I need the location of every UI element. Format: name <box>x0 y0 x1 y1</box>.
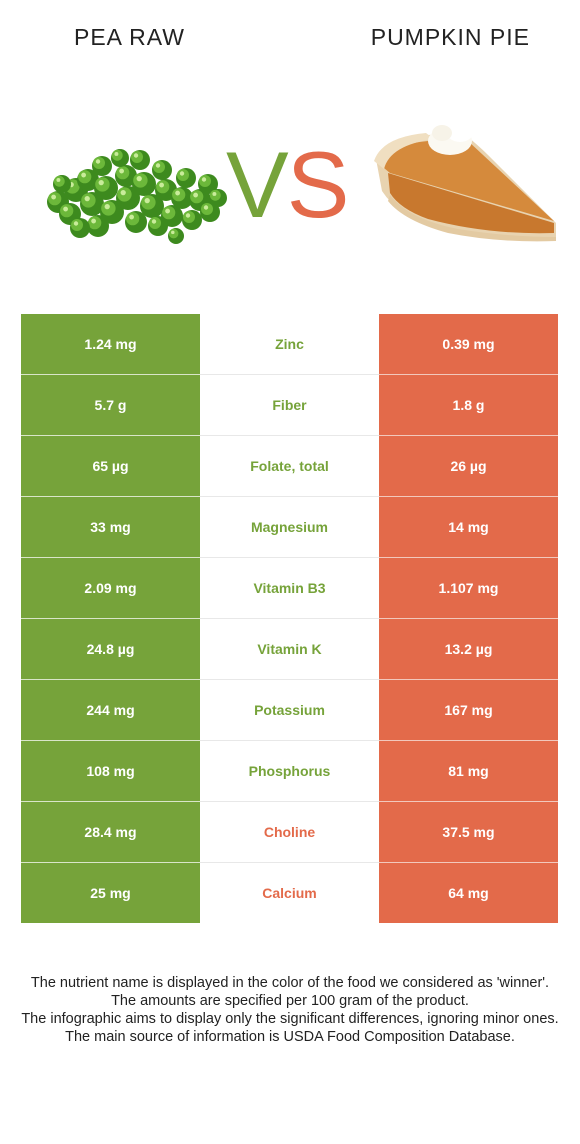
left-food-value: 33 mg <box>21 496 200 558</box>
table-row: 5.7 g Fiber 1.8 g <box>21 374 558 436</box>
right-food-value: 167 mg <box>379 679 558 741</box>
right-food-value: 26 µg <box>379 435 558 497</box>
nutrient-name: Potassium <box>200 679 379 741</box>
left-food-value: 65 µg <box>21 435 200 497</box>
peas-image <box>47 149 227 244</box>
left-food-value: 108 mg <box>21 740 200 802</box>
left-food-value: 1.24 mg <box>21 314 200 375</box>
right-food-value: 1.107 mg <box>379 557 558 619</box>
right-food-value: 64 mg <box>379 862 558 923</box>
left-food-value: 244 mg <box>21 679 200 741</box>
right-food-value: 81 mg <box>379 740 558 802</box>
table-row: 33 mg Magnesium 14 mg <box>21 496 558 558</box>
table-row: 1.24 mg Zinc 0.39 mg <box>21 314 558 375</box>
right-food-value: 37.5 mg <box>379 801 558 863</box>
table-row: 108 mg Phosphorus 81 mg <box>21 740 558 802</box>
table-row: 24.8 µg Vitamin K 13.2 µg <box>21 618 558 680</box>
comparison-table: 1.24 mg Zinc 0.39 mg 5.7 g Fiber 1.8 g 65 µg Fo… <box>21 314 558 923</box>
nutrient-name: Vitamin B3 <box>200 557 379 619</box>
table-row: 25 mg Calcium 64 mg <box>21 862 558 923</box>
left-food-value: 28.4 mg <box>21 801 200 863</box>
nutrient-name: Magnesium <box>200 496 379 558</box>
nutrient-name: Fiber <box>200 374 379 436</box>
table-row: 65 µg Folate, total 26 µg <box>21 435 558 497</box>
vs-s-letter: S <box>286 132 350 237</box>
footnote-line-4: The main source of information is USDA F… <box>65 1029 515 1045</box>
pumpkin-pie-image <box>374 117 556 242</box>
nutrient-name: Folate, total <box>200 435 379 497</box>
table-row: 244 mg Potassium 167 mg <box>21 679 558 741</box>
nutrient-name: Zinc <box>200 314 379 375</box>
right-food-value: 13.2 µg <box>379 618 558 680</box>
vs-v-letter: V <box>226 132 289 237</box>
left-food-value: 25 mg <box>21 862 200 923</box>
footnote-line-1: The nutrient name is displayed in the co… <box>30 975 550 991</box>
footnote: The nutrient name is displayed in the co… <box>20 974 560 1046</box>
right-food-value: 14 mg <box>379 496 558 558</box>
vs-label: VS <box>226 138 349 232</box>
nutrient-name: Calcium <box>200 862 379 923</box>
right-food-value: 0.39 mg <box>379 314 558 375</box>
left-food-value: 2.09 mg <box>21 557 200 619</box>
table-row: 28.4 mg Choline 37.5 mg <box>21 801 558 863</box>
footnote-line-3: The infographic aims to display only the… <box>21 1011 559 1027</box>
table-row: 2.09 mg Vitamin B3 1.107 mg <box>21 557 558 619</box>
right-food-title: PUMPKIN PIE <box>370 24 530 50</box>
left-food-value: 5.7 g <box>21 374 200 436</box>
nutrient-name: Phosphorus <box>200 740 379 802</box>
nutrient-name: Choline <box>200 801 379 863</box>
footnote-line-2: The amounts are specified per 100 gram o… <box>111 993 469 1009</box>
left-food-value: 24.8 µg <box>21 618 200 680</box>
right-food-value: 1.8 g <box>379 374 558 436</box>
nutrient-name: Vitamin K <box>200 618 379 680</box>
left-food-title: PEA RAW <box>74 24 185 50</box>
